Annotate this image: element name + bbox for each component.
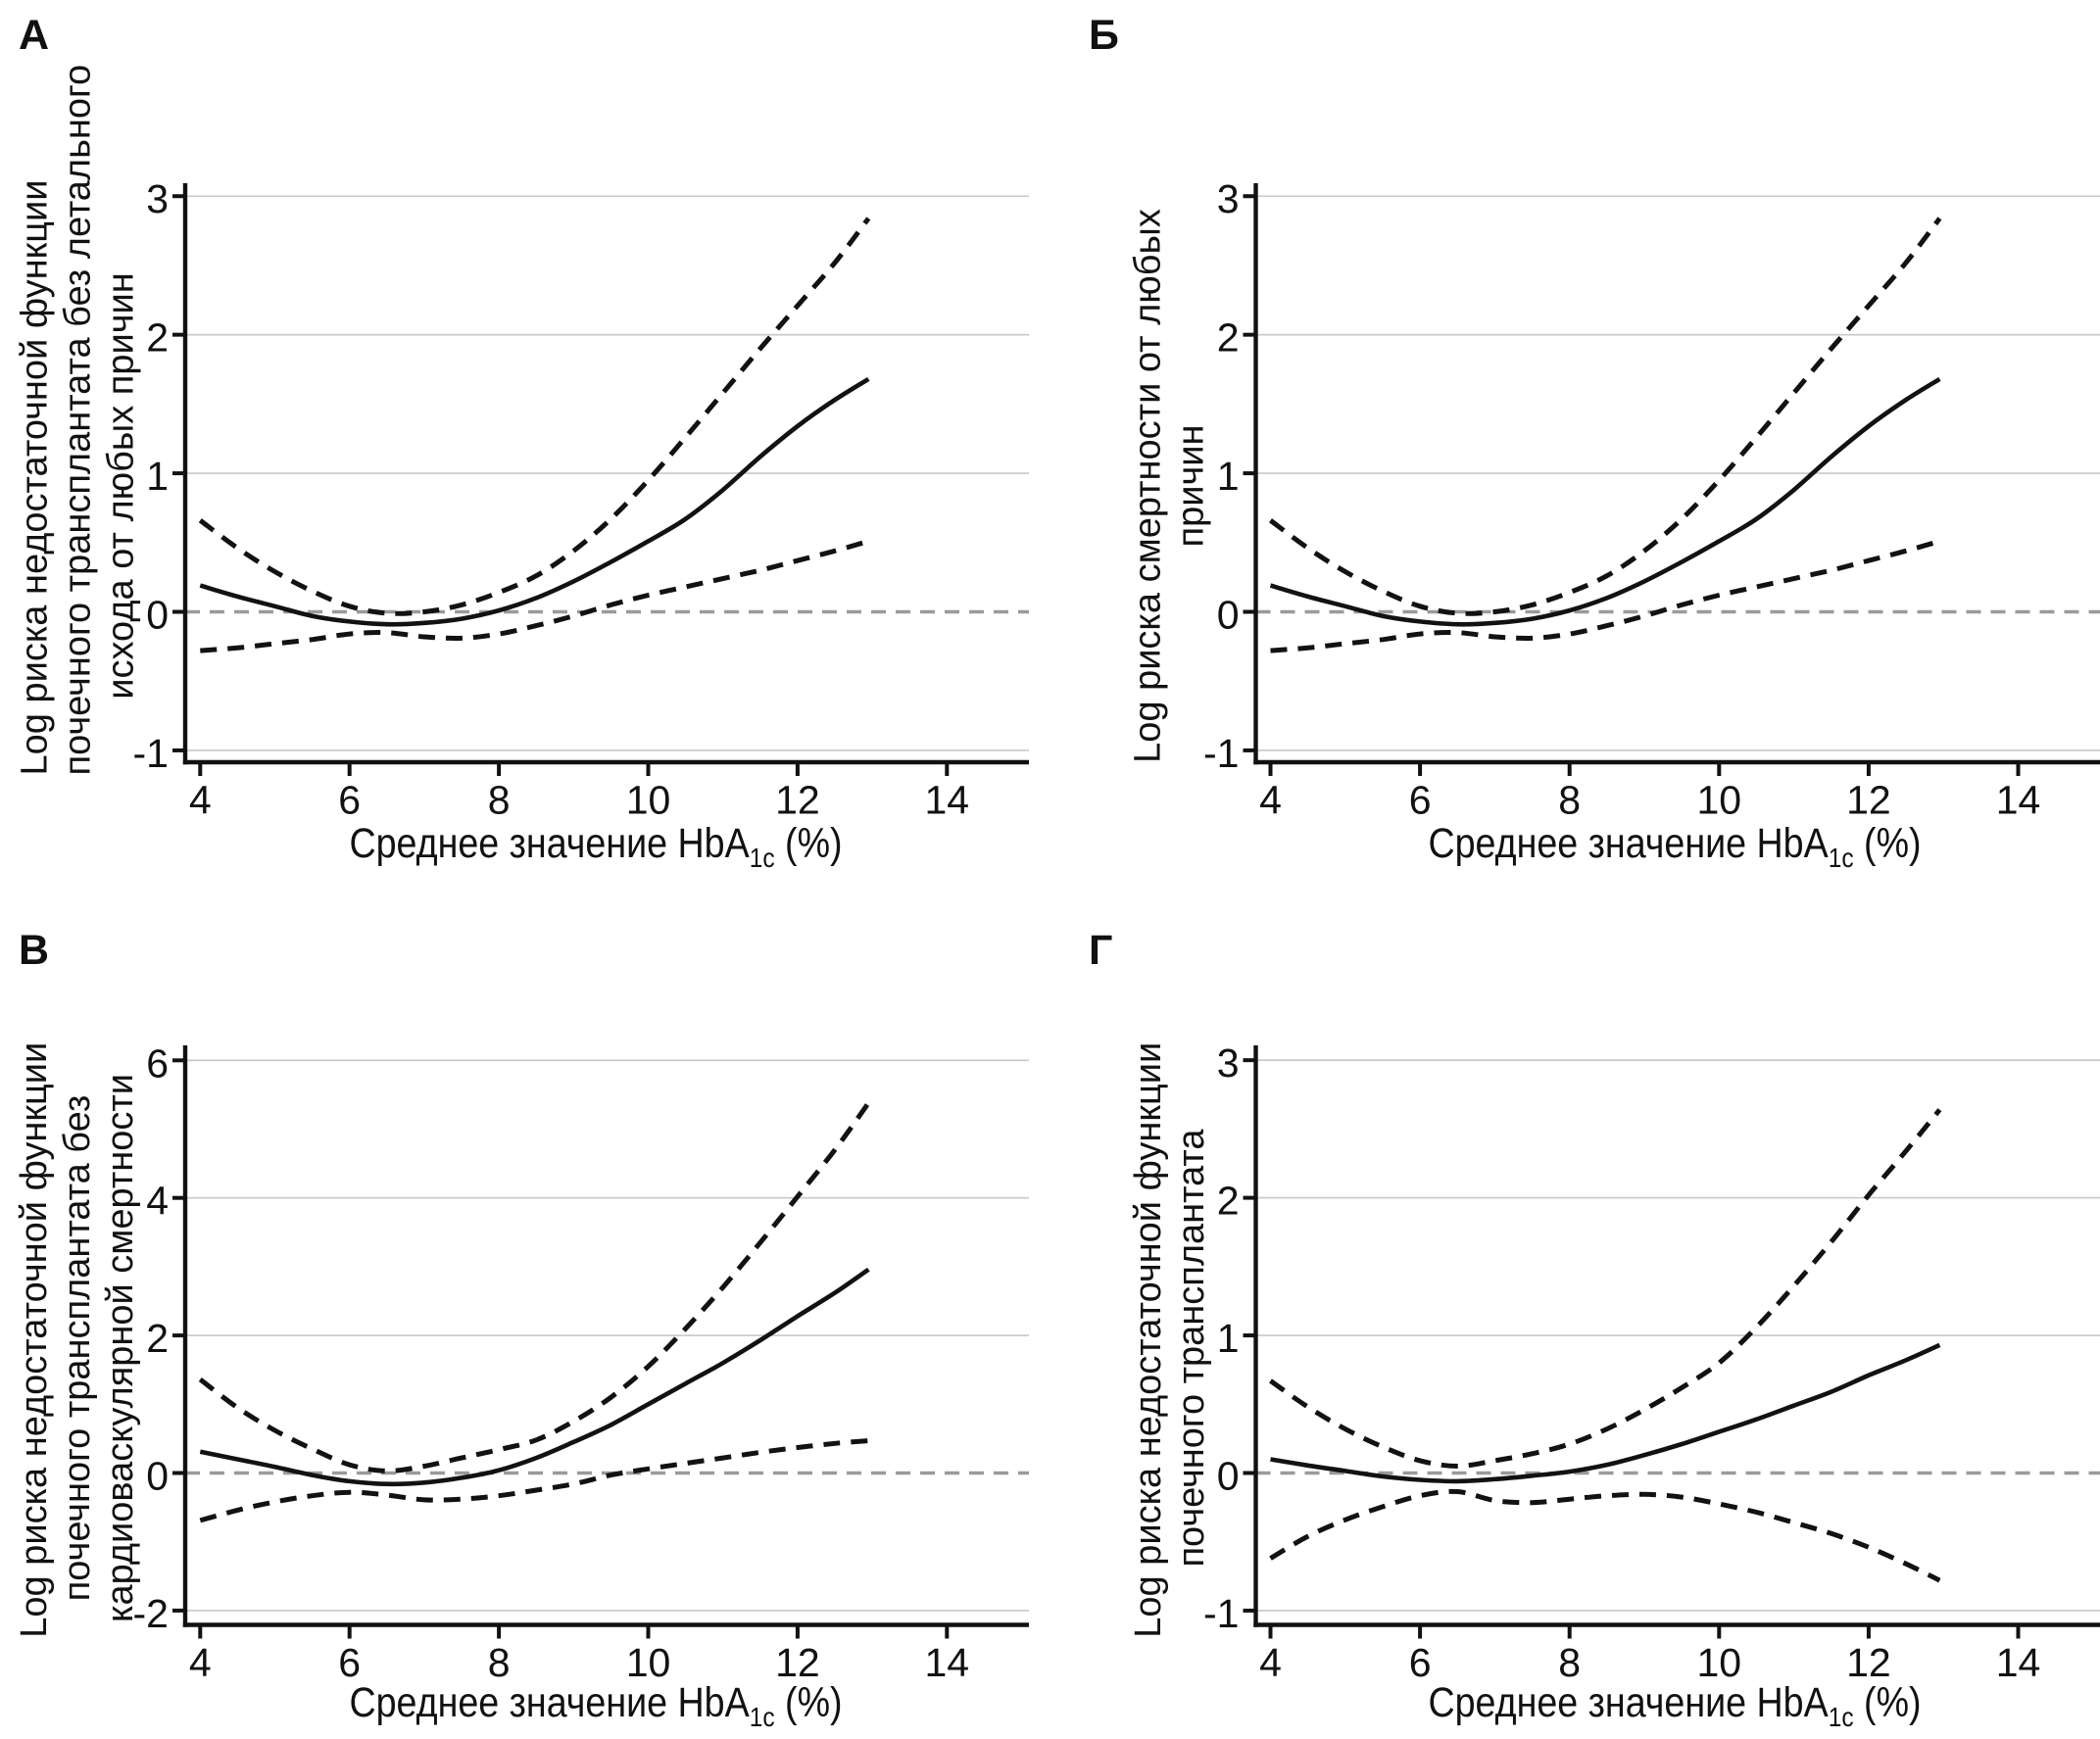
y-axis-label-g: Log риска недостаточной функции почечног…: [1127, 1041, 1213, 1638]
y-axis-label-line: Log риска смертности от любых: [1127, 208, 1169, 763]
y-axis-label-a: Log риска недостаточной функции почечног…: [13, 64, 142, 775]
x-tick-label: 14: [924, 1640, 969, 1685]
y-tick-label: 6: [146, 1040, 169, 1086]
curve-upper-95ci: [1269, 217, 1942, 616]
y-tick-label: 1: [146, 454, 169, 499]
y-tick-label: 2: [1217, 315, 1240, 361]
x-tick-label: 10: [626, 1640, 671, 1685]
x-tick-label: 10: [1696, 778, 1741, 823]
x-axis-label-text: Среднее значение HbA: [349, 819, 750, 867]
y-tick-label: 2: [146, 315, 169, 361]
y-tick-label: -2: [133, 1591, 169, 1636]
x-axis-label-subscript: 1c: [749, 842, 775, 873]
x-tick-label: 12: [775, 1640, 820, 1685]
y-tick-label: 0: [1217, 1454, 1240, 1499]
x-axis-label-subscript: 1c: [1828, 842, 1854, 873]
y-tick-label: 0: [1217, 593, 1240, 638]
x-axis-label-g: Среднее значение HbA1c (%): [1427, 1678, 1922, 1730]
x-tick-label: 12: [1846, 1640, 1891, 1685]
y-tick-label: 3: [1217, 176, 1240, 221]
x-tick-label: 14: [1996, 1640, 2041, 1685]
y-axis-label-line: причин: [1170, 424, 1212, 547]
y-tick-label: 3: [146, 176, 169, 221]
x-axis-label-text: Среднее значение HbA: [1427, 819, 1829, 867]
x-tick-label: 10: [1696, 1640, 1741, 1685]
curve-lower-95ci: [200, 538, 869, 653]
curve-log-hazard-estimate: [199, 376, 870, 627]
curve-upper-95ci: [198, 217, 871, 616]
x-axis-label-a: Среднее значение HbA1c (%): [349, 819, 843, 871]
y-tick-label: -1: [1203, 1591, 1239, 1636]
y-axis-label-line: почечного трансплантата без летального: [57, 64, 98, 775]
x-axis-label-units: (%): [774, 819, 843, 867]
y-tick-label: 3: [1217, 1040, 1240, 1086]
x-tick-label: 8: [1558, 1640, 1581, 1685]
x-axis-label-subscript: 1c: [1828, 1701, 1854, 1732]
panel-label-a: А: [19, 12, 50, 59]
x-tick-label: 4: [189, 778, 212, 823]
y-tick-label: 4: [146, 1179, 169, 1224]
x-tick-label: 6: [1409, 1640, 1432, 1685]
curve-upper-95ci: [198, 1101, 871, 1473]
x-axis-label-text: Среднее значение HbA: [1427, 1678, 1829, 1726]
y-axis-label-line: Log риска недостаточной функции: [14, 179, 55, 775]
curve-lower-95ci: [1269, 1488, 1941, 1583]
y-tick-label: 0: [146, 1454, 169, 1499]
x-tick-label: 14: [924, 778, 969, 823]
panel-label-v: В: [19, 927, 50, 974]
y-tick-label: 2: [1217, 1179, 1240, 1224]
x-tick-label: 8: [488, 1640, 511, 1685]
y-axis-label-line: Log риска недостаточной функции: [1127, 1041, 1169, 1638]
curve-log-hazard-estimate: [199, 1267, 870, 1487]
x-tick-label: 8: [1558, 778, 1581, 823]
x-axis-label-b: Среднее значение HbA1c (%): [1427, 819, 1922, 871]
y-axis-label-line: исхода от любых причин: [100, 271, 141, 700]
x-axis-label-units: (%): [774, 1678, 843, 1726]
x-tick-label: 10: [626, 778, 671, 823]
x-tick-label: 12: [775, 778, 820, 823]
curve-lower-95ci: [199, 1438, 869, 1523]
x-axis-label-text: Среднее значение HbA: [349, 1678, 750, 1726]
y-tick-label: 1: [1217, 454, 1240, 499]
x-tick-label: 6: [1409, 778, 1432, 823]
curve-lower-95ci: [1270, 538, 1941, 653]
curve-upper-95ci: [1269, 1108, 1942, 1470]
y-tick-label: -1: [1203, 731, 1239, 776]
curve-log-hazard-estimate: [1269, 376, 1941, 627]
y-axis-label-line: почечного трансплантата: [1170, 1129, 1212, 1568]
x-axis-label-subscript: 1c: [749, 1701, 775, 1732]
y-axis-label-v: Log риска недостаточной функции почечног…: [13, 1041, 142, 1638]
x-tick-label: 14: [1996, 778, 2041, 823]
x-tick-label: 6: [338, 778, 361, 823]
curve-log-hazard-estimate: [1270, 1342, 1941, 1484]
panel-label-b: Б: [1089, 12, 1119, 59]
y-axis-label-line: Log риска недостаточной функции: [14, 1041, 55, 1638]
y-tick-label: 1: [1217, 1316, 1240, 1361]
x-tick-label: 12: [1846, 778, 1891, 823]
y-tick-label: -1: [133, 731, 169, 776]
x-tick-label: 4: [189, 1640, 212, 1685]
y-axis-label-line: кардиоваскулярной смертности: [100, 1073, 141, 1622]
y-axis-label-line: почечного трансплантата без: [57, 1094, 98, 1602]
x-axis-label-v: Среднее значение HbA1c (%): [349, 1678, 843, 1730]
x-tick-label: 6: [338, 1640, 361, 1685]
x-axis-label-units: (%): [1853, 819, 1922, 867]
y-tick-label: 2: [146, 1316, 169, 1361]
x-tick-label: 8: [488, 778, 511, 823]
x-axis-label-units: (%): [1853, 1678, 1922, 1726]
x-tick-label: 4: [1259, 1640, 1282, 1685]
panel-label-g: Г: [1089, 927, 1113, 974]
y-axis-label-b: Log риска смертности от любых причин: [1127, 196, 1213, 775]
x-tick-label: 4: [1259, 778, 1282, 823]
y-tick-label: 0: [146, 593, 169, 638]
